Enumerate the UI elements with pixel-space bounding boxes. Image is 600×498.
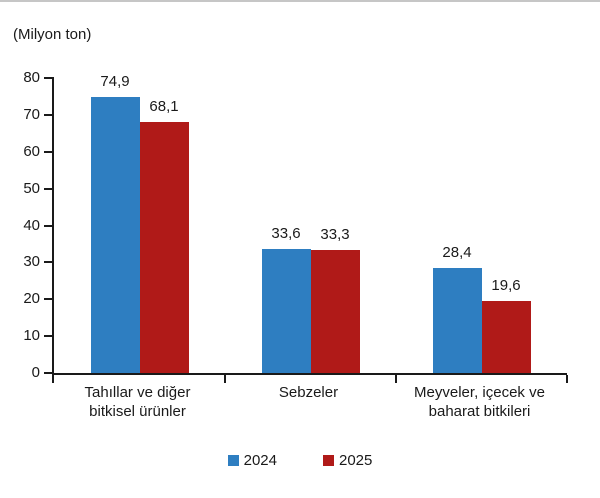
y-axis-tick [44, 187, 54, 190]
y-axis-tick-label: 10 [23, 327, 40, 345]
y-axis-tick [44, 113, 54, 116]
chart-title: (Milyon ton) [13, 26, 92, 43]
y-axis-tick-label: 80 [23, 69, 40, 86]
bar-value-label: 19,6 [491, 276, 521, 294]
bar-2025-cat0 [139, 121, 189, 373]
bar-2024-cat1 [261, 249, 311, 373]
plot-area: 0 10 20 30 40 50 60 70 80 74,9 68,1 33,6 33,3 28,4 19,… [23, 70, 568, 383]
y-axis-tick [44, 335, 54, 338]
category-label-2: Meyveler, içecek ve baharat bitkileri [414, 384, 545, 420]
legend-label: 2024 [243, 452, 277, 469]
y-axis-tick [44, 261, 54, 264]
bar-value-label: 68,1 [149, 97, 179, 115]
bar-group-0: 74,9 68,1 [54, 73, 225, 373]
legend-item-2025: 2025 [323, 452, 372, 469]
legend: 2024 2025 [0, 452, 600, 469]
category-label-1: Sebzeler [278, 384, 339, 401]
x-axis-tick [566, 375, 568, 383]
top-border-line [0, 0, 600, 2]
y-axis-tick-label: 50 [23, 179, 40, 197]
x-axis-tick [395, 375, 397, 383]
x-axis-tick [52, 375, 54, 383]
bar-value-label: 33,6 [271, 225, 301, 243]
bar-value-label: 33,3 [320, 226, 350, 244]
bar-value-label: 74,9 [100, 72, 130, 90]
y-axis-tick [44, 150, 54, 153]
bar-group-2: 28,4 19,6 [396, 78, 567, 373]
bar-group-1: 33,6 33,3 [225, 78, 396, 373]
bar-2024-cat0 [90, 96, 140, 373]
category-label-0: Tahıllar ve diğer bitkisel ürünler [84, 384, 191, 420]
legend-swatch-2024 [227, 455, 239, 466]
y-axis-tick-label: 60 [23, 142, 40, 160]
y-axis-tick [44, 298, 54, 301]
y-axis-tick-label: 20 [23, 290, 40, 308]
y-axis-tick-label: 70 [23, 105, 40, 123]
y-axis-tick-label: 0 [31, 364, 40, 381]
y-axis-tick [44, 224, 54, 227]
x-axis-tick [224, 375, 226, 383]
bar-2024-cat2 [432, 268, 482, 373]
bar-2025-cat2 [481, 300, 531, 373]
bar-2025-cat1 [310, 250, 360, 373]
legend-swatch-2025 [323, 455, 334, 466]
bar-value-label: 28,4 [442, 244, 472, 262]
y-axis-tick-label: 30 [23, 253, 40, 271]
legend-label: 2025 [339, 452, 373, 469]
y-axis-tick [44, 77, 54, 79]
y-axis-tick-label: 40 [23, 216, 40, 234]
legend-item-2024: 2024 [227, 452, 277, 469]
y-axis-tick [44, 372, 54, 374]
